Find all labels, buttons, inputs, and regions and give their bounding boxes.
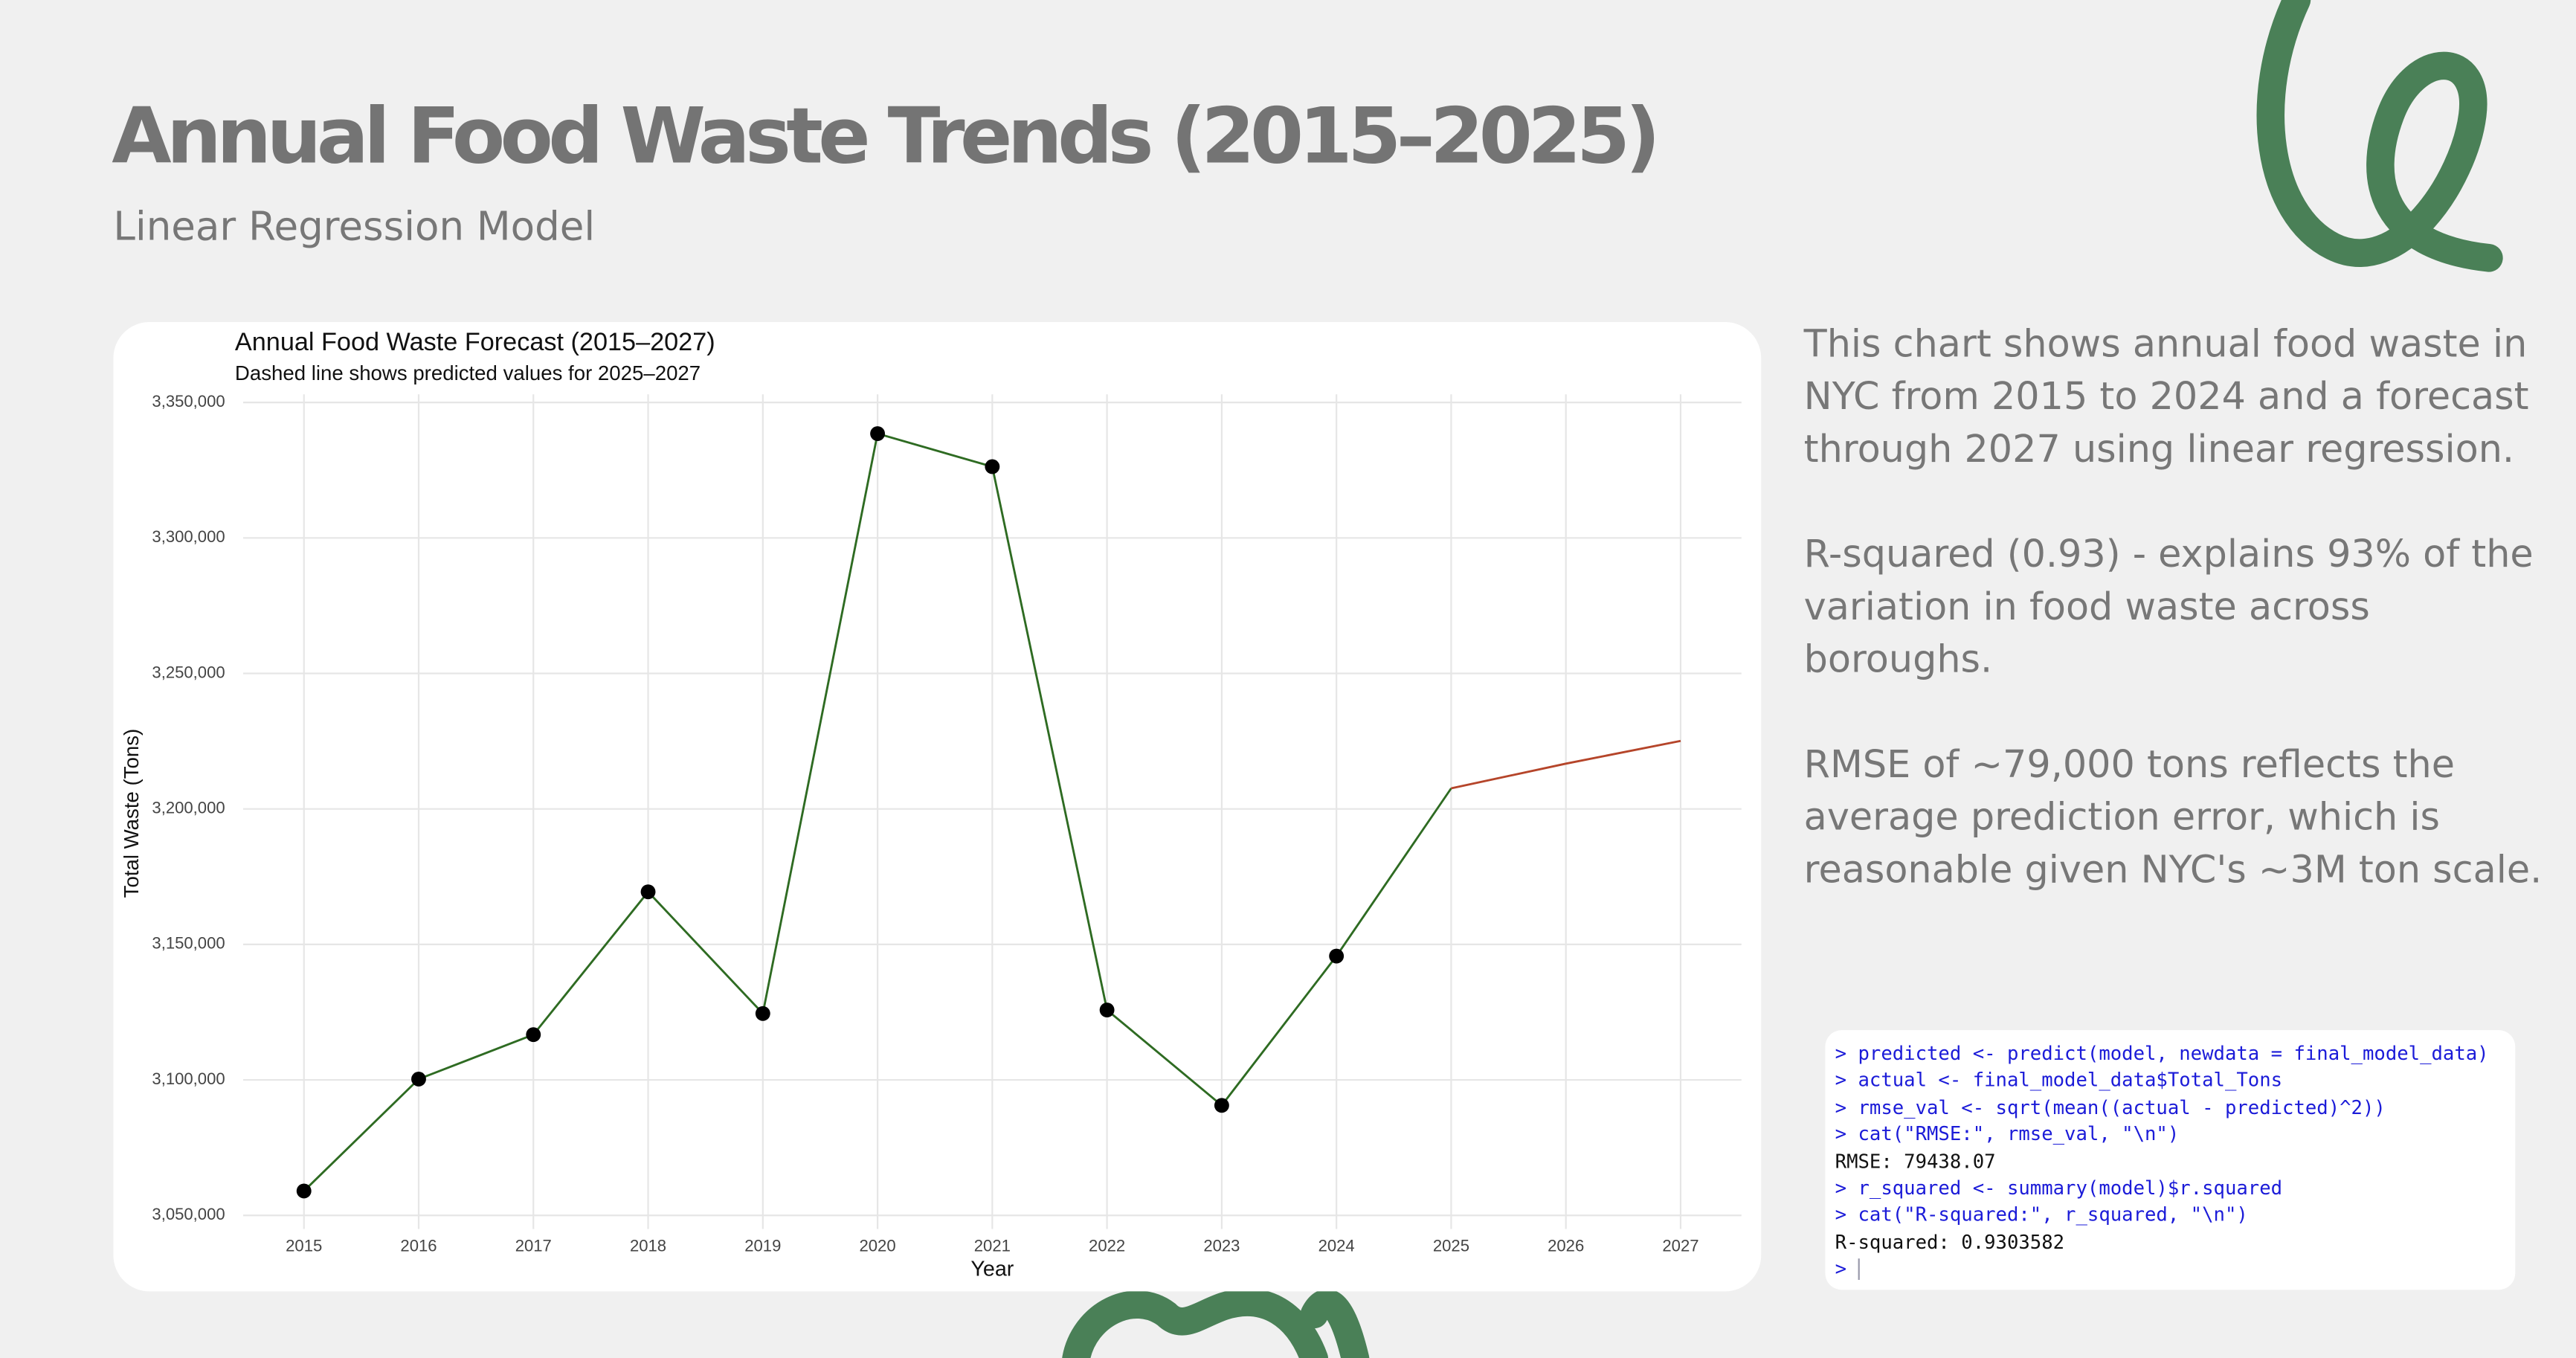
cursor: [1858, 1258, 1860, 1281]
data-point: [1214, 1098, 1229, 1113]
console-text: > r_squared <- summary(model)$r.squared: [1835, 1176, 2283, 1200]
x-axis-label: Year: [970, 1257, 1014, 1281]
slide-title: Annual Food Waste Trends (2015–2025): [112, 91, 1661, 183]
description: This chart shows annual food waste in NY…: [1804, 319, 2543, 950]
data-point: [1099, 1003, 1115, 1017]
data-point: [755, 1005, 770, 1021]
data-point: [870, 426, 886, 441]
console-line: > predicted <- predict(model, newdata = …: [1835, 1040, 2516, 1066]
data-point: [296, 1183, 312, 1199]
console-text: > cat("R-squared:", r_squared, "\n"): [1835, 1203, 2248, 1226]
series-line: [1451, 739, 1681, 790]
y-tick-label: 3,100,000: [152, 1069, 225, 1088]
y-tick-label: 3,050,000: [152, 1205, 225, 1223]
y-axis-label: Total Waste (Tons): [120, 729, 143, 898]
console-text: > actual <- final_model_data$Total_Tons: [1835, 1068, 2283, 1092]
y-tick-label: 3,250,000: [152, 663, 225, 681]
console-line: > cat("R-squared:", r_squared, "\n"): [1835, 1202, 2516, 1229]
chart-title: Annual Food Waste Forecast (2015–2027): [235, 328, 715, 356]
data-point: [526, 1027, 541, 1043]
console-line: > r_squared <- summary(model)$r.squared: [1835, 1174, 2516, 1201]
data-point: [1329, 948, 1345, 964]
slide-subtitle: Linear Regression Model: [113, 203, 596, 250]
console-text: > predicted <- predict(model, newdata = …: [1835, 1041, 2489, 1065]
data-point: [411, 1072, 426, 1087]
y-tick-label: 3,150,000: [152, 934, 225, 953]
x-tick-label: 2026: [1548, 1237, 1584, 1255]
console-line: > actual <- final_model_data$Total_Tons: [1835, 1067, 2516, 1094]
x-tick-label: 2015: [286, 1237, 322, 1255]
x-tick-label: 2018: [630, 1237, 666, 1255]
paragraph: RMSE of ~79,000 tons reflects the averag…: [1803, 744, 2543, 892]
x-tick-label: 2020: [860, 1237, 896, 1255]
console-text: R-squared: 0.9303582: [1835, 1230, 2065, 1254]
y-tick-label: 3,300,000: [152, 527, 225, 546]
console-line: > rmse_val <- sqrt(mean((actual - predic…: [1835, 1094, 2516, 1121]
paragraph: This chart shows annual food waste in NY…: [1803, 324, 2529, 472]
x-tick-label: 2016: [400, 1237, 437, 1255]
console-line: > cat("RMSE:", rmse_val, "\n"): [1835, 1121, 2516, 1148]
y-tick-label: 3,350,000: [152, 392, 225, 411]
console: > predicted <- predict(model, newdata = …: [1825, 1030, 2516, 1290]
x-tick-label: 2023: [1203, 1237, 1240, 1255]
swirl: [1062, 1288, 1370, 1358]
data-point: [985, 459, 1000, 474]
x-tick-label: 2019: [744, 1237, 781, 1255]
data-point: [640, 884, 656, 900]
chart-card: [113, 321, 1762, 1292]
x-tick-label: 2021: [974, 1237, 1011, 1255]
console-line: R-squared: 0.9303582: [1835, 1229, 2516, 1255]
console-line: >: [1835, 1255, 2516, 1282]
x-tick-label: 2025: [1433, 1237, 1469, 1255]
x-tick-label: 2027: [1662, 1237, 1698, 1255]
console-text: RMSE: 79438.07: [1835, 1149, 1996, 1173]
console-text: > rmse_val <- sqrt(mean((actual - predic…: [1835, 1095, 2386, 1119]
console-text: >: [1835, 1257, 1847, 1281]
swirl: [2256, 0, 2503, 272]
x-tick-label: 2024: [1318, 1237, 1355, 1255]
x-tick-label: 2017: [515, 1237, 552, 1255]
chart-subtitle: Dashed line shows predicted values for 2…: [235, 361, 701, 384]
y-tick-label: 3,200,000: [152, 799, 225, 817]
paragraph: R-squared (0.93) - explains 93% of the v…: [1803, 533, 2534, 682]
console-line: RMSE: 79438.07: [1835, 1148, 2516, 1174]
x-tick-label: 2022: [1089, 1237, 1125, 1255]
console-text: > cat("RMSE:", rmse_val, "\n"): [1835, 1122, 2180, 1146]
